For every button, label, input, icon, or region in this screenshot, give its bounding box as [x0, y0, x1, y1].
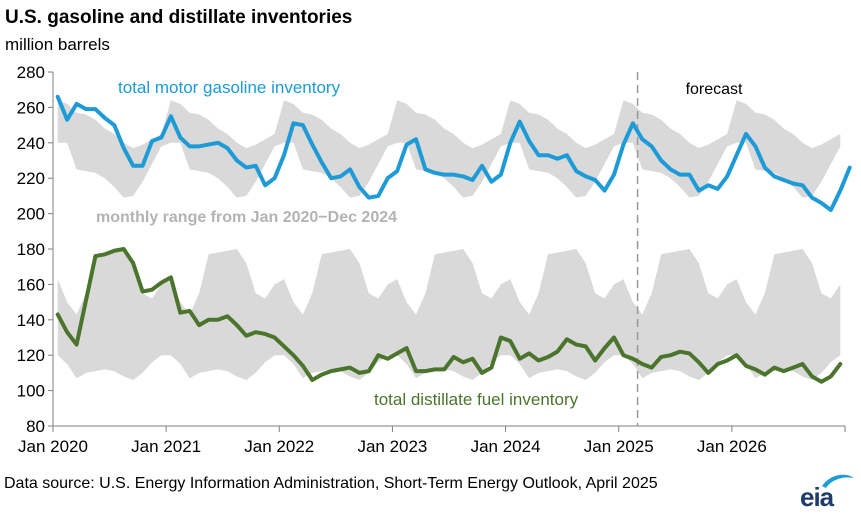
distillate-series-label: total distillate fuel inventory — [374, 390, 579, 409]
x-tick-label: Jan 2025 — [584, 437, 654, 456]
y-tick-label: 100 — [17, 382, 45, 401]
y-tick-label: 240 — [17, 134, 45, 153]
gasoline-inventory-line — [55, 94, 852, 213]
x-tick-label: Jan 2024 — [471, 437, 541, 456]
eia-logo-icon — [822, 474, 854, 488]
x-tick-label: Jan 2021 — [131, 437, 201, 456]
y-tick-label: 80 — [26, 417, 45, 436]
y-tick-label: 140 — [17, 311, 45, 330]
x-tick-label: Jan 2023 — [357, 437, 427, 456]
forecast-label: forecast — [686, 81, 743, 98]
x-tick-label: Jan 2022 — [244, 437, 314, 456]
data-source-note: Data source: U.S. Energy Information Adm… — [4, 475, 658, 492]
chart-subtitle: million barrels — [5, 35, 110, 54]
y-tick-label: 120 — [17, 346, 45, 365]
distillate-range-band — [57, 249, 841, 380]
y-tick-label: 180 — [17, 240, 45, 259]
y-tick-label: 220 — [17, 169, 45, 188]
gasoline-range-band — [57, 100, 841, 198]
range-band-label: monthly range from Jan 2020−Dec 2024 — [96, 209, 397, 226]
y-tick-label: 260 — [17, 98, 45, 117]
eia-logo-text: eia — [800, 482, 834, 512]
eia-logo: eia — [796, 470, 856, 512]
gasoline-series-label: total motor gasoline inventory — [118, 78, 341, 97]
y-tick-label: 160 — [17, 275, 45, 294]
chart-title: U.S. gasoline and distillate inventories — [5, 7, 353, 28]
x-tick-label: Jan 2020 — [18, 437, 88, 456]
x-tick-label: Jan 2026 — [697, 437, 767, 456]
y-tick-label: 280 — [17, 63, 45, 82]
y-tick-label: 200 — [17, 205, 45, 224]
distillate-inventory-line — [55, 247, 843, 384]
